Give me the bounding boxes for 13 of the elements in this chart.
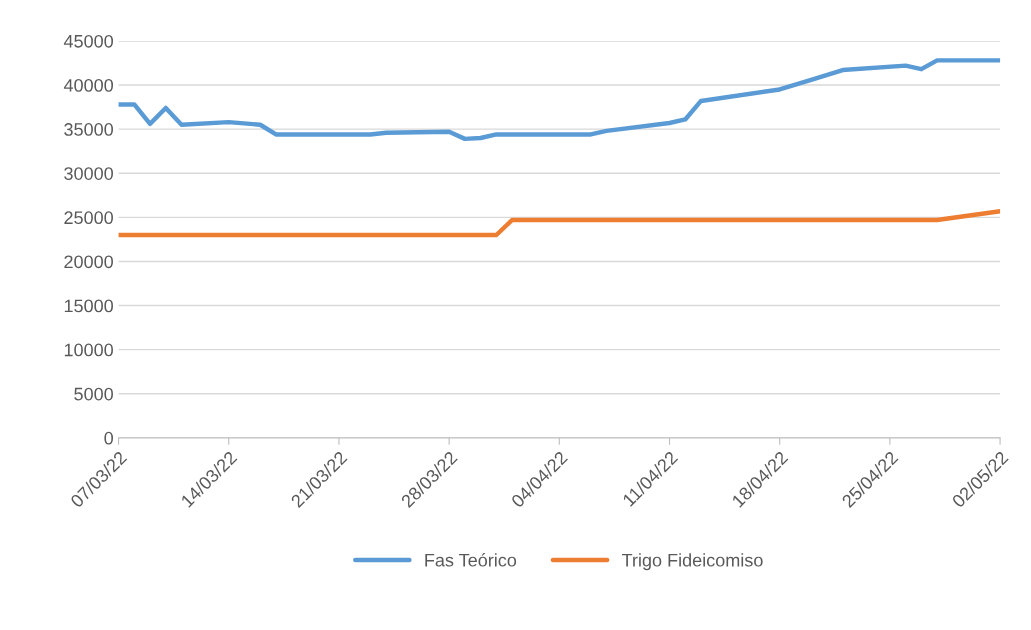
line-series	[118, 58, 1001, 142]
y-tick-label: 40000	[63, 78, 113, 92]
y-tick-label: 0	[104, 431, 113, 445]
y-tick-label: 10000	[64, 343, 113, 357]
y-tick-label: 25000	[64, 211, 113, 225]
y-tick-label: 20000	[64, 255, 113, 269]
y-tick-label: 5000	[74, 387, 113, 401]
y-tick-label: 45000	[63, 34, 113, 48]
y-tick-label: 30000	[64, 167, 113, 180]
y-tick-label: 15000	[64, 299, 113, 313]
legend-label: Trigo Fideicomiso	[621, 553, 763, 571]
legend-label: Fas Teórico	[425, 553, 517, 567]
y-tick-label: 35000	[64, 123, 113, 136]
